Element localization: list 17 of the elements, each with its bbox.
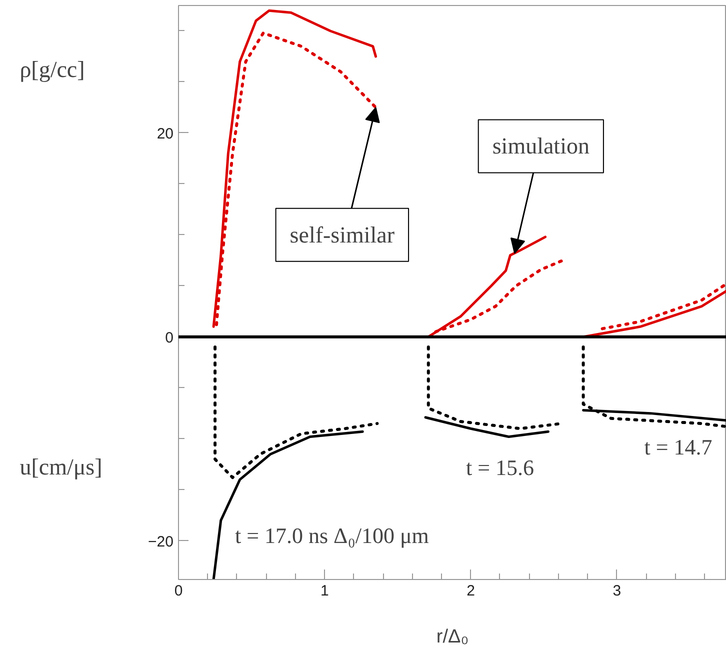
y-tick-label: −20 (148, 533, 174, 550)
x-tick-label: 3 (612, 582, 622, 600)
y-tick-label: 0 (165, 329, 174, 346)
x-tick-label: 1 (320, 582, 329, 600)
annotation: t = 17.0 ns Δ₀/100 μm (234, 523, 429, 548)
x-axis-title: r/Δ₀ (436, 626, 469, 648)
annotation: t = 15.6 (466, 454, 534, 480)
x-tick-label: 2 (466, 582, 475, 600)
y-axis-title: ρ[g/cc] (20, 56, 85, 82)
text: u[cm/μs] (20, 454, 102, 480)
line-series (582, 346, 726, 428)
line-series (600, 282, 726, 330)
line-series (582, 290, 726, 338)
annotation: t = 14.7 (644, 434, 712, 460)
annotation: self-similar (290, 222, 395, 248)
y-tick-label: 20 (156, 125, 174, 142)
annotation: simulation (492, 134, 590, 159)
